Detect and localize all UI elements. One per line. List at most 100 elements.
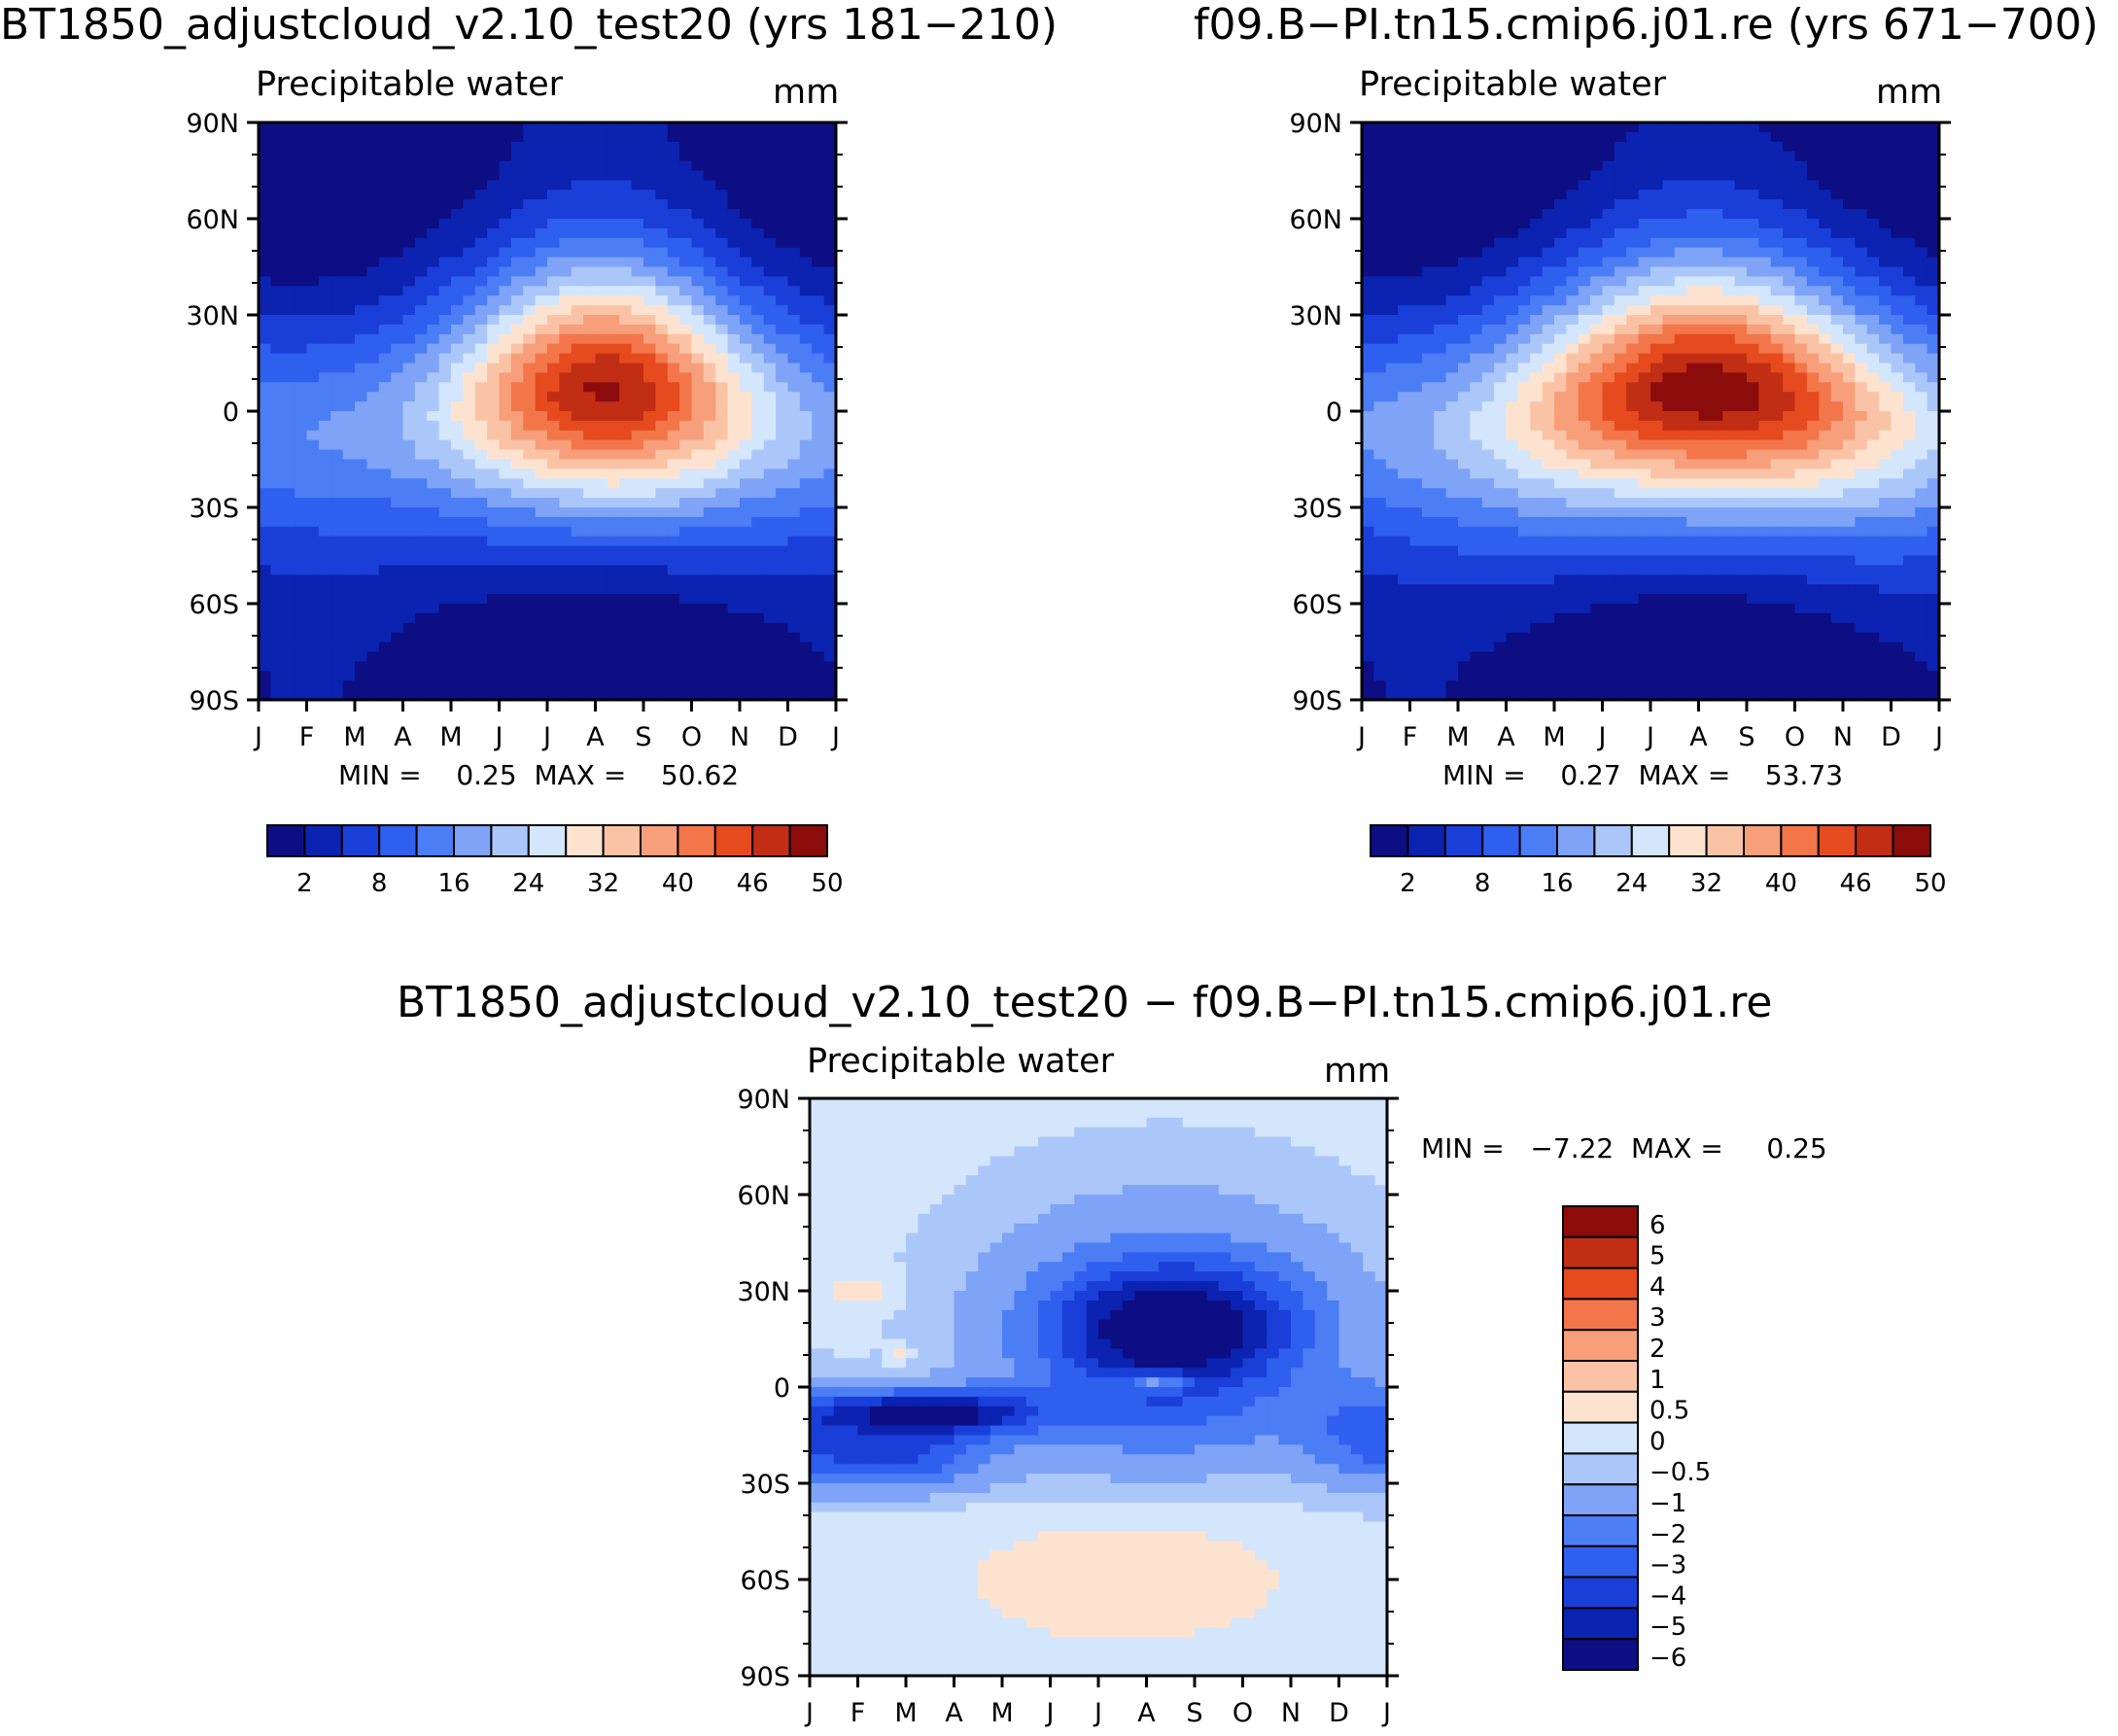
heatmap-cell — [355, 690, 367, 700]
heatmap-cell — [679, 498, 693, 508]
heatmap-cell — [559, 507, 573, 518]
heatmap-cell — [619, 526, 633, 538]
heatmap-cell — [1902, 247, 1916, 259]
heatmap-cell — [391, 180, 404, 191]
heatmap-cell — [1830, 227, 1844, 239]
heatmap-cell — [306, 160, 320, 172]
heatmap-cell — [318, 574, 331, 585]
heatmap-cell — [1710, 516, 1723, 528]
heatmap-cell — [1674, 160, 1687, 172]
colorbar-label: 46 — [737, 869, 769, 898]
heatmap-cell — [318, 488, 331, 499]
heatmap-cell — [1915, 353, 1928, 365]
heatmap-cell — [535, 516, 548, 528]
heatmap-cell — [1602, 401, 1615, 412]
heatmap-cell — [1902, 498, 1916, 508]
heatmap-cell — [823, 324, 836, 335]
heatmap-cell — [1722, 449, 1736, 461]
heatmap-cell — [583, 459, 597, 469]
heatmap-cell — [487, 237, 501, 249]
heatmap-cell — [607, 219, 620, 229]
heatmap-cell — [1578, 315, 1591, 326]
heatmap-cell — [438, 324, 452, 335]
heatmap-cell — [1506, 401, 1519, 412]
heatmap-cell — [510, 131, 524, 143]
heatmap-cell — [1578, 209, 1591, 220]
heatmap-cell — [366, 526, 380, 538]
heatmap-cell — [318, 536, 331, 547]
heatmap-cell — [523, 315, 537, 326]
heatmap-cell — [1927, 333, 1939, 345]
heatmap-cell — [547, 180, 560, 191]
heatmap-cell — [1710, 190, 1723, 200]
heatmap-cell — [1530, 295, 1544, 306]
heatmap-cell — [282, 612, 295, 624]
heatmap-cell — [282, 372, 295, 383]
heatmap-cell — [1458, 516, 1471, 528]
heatmap-cell — [1710, 401, 1723, 412]
heatmap-cell — [787, 430, 801, 441]
heatmap-cell — [1794, 324, 1808, 335]
heatmap-cell — [607, 651, 620, 662]
heatmap-cell — [1434, 266, 1447, 277]
heatmap-cell — [378, 353, 392, 365]
heatmap-cell — [1409, 507, 1423, 518]
heatmap-cell — [1794, 478, 1808, 489]
heatmap-cell — [823, 315, 836, 326]
heatmap-cell — [607, 180, 620, 191]
heatmap-cell — [391, 286, 404, 296]
heatmap-cell — [1855, 353, 1868, 365]
heatmap-cell — [1602, 295, 1615, 306]
heatmap-cell — [1470, 333, 1483, 345]
heatmap-cell — [402, 209, 416, 220]
heatmap-cell — [1686, 343, 1700, 355]
heatmap-cell — [1758, 141, 1772, 153]
heatmap-cell — [1674, 488, 1687, 499]
heatmap-cell — [812, 305, 825, 316]
heatmap-cell — [547, 584, 560, 595]
heatmap-cell — [643, 632, 656, 643]
heatmap-cell — [547, 315, 560, 326]
heatmap-cell — [787, 190, 801, 200]
heatmap-cell — [703, 594, 716, 605]
heatmap-cell — [559, 642, 573, 653]
heatmap-cell — [727, 392, 741, 402]
heatmap-cell — [1710, 498, 1723, 508]
heatmap-cell — [1855, 131, 1868, 143]
heatmap-cell — [1398, 227, 1411, 239]
heatmap-cell — [787, 604, 801, 614]
heatmap-cell — [1566, 392, 1580, 402]
heatmap-cell — [751, 333, 765, 345]
heatmap-cell — [1481, 295, 1495, 306]
heatmap-cell — [727, 151, 741, 162]
heatmap-cell — [1722, 411, 1736, 422]
heatmap-cell — [787, 372, 801, 383]
heatmap-cell — [318, 401, 331, 412]
heatmap-cell — [1409, 170, 1423, 181]
heatmap-cell — [583, 227, 597, 239]
heatmap-cell — [1542, 199, 1555, 210]
heatmap-cell — [1626, 141, 1640, 153]
heatmap-cell — [402, 122, 416, 133]
heatmap-cell — [366, 584, 380, 595]
heatmap-cell — [715, 343, 729, 355]
heatmap-cell — [463, 151, 476, 162]
heatmap-cell — [342, 392, 356, 402]
heatmap-cell — [740, 363, 752, 373]
heatmap-cell — [823, 632, 836, 643]
heatmap-cell — [607, 353, 620, 365]
heatmap-cell — [474, 661, 488, 672]
heatmap-cell — [1674, 170, 1687, 181]
heatmap-cell — [776, 382, 789, 393]
heatmap-cell — [1662, 333, 1676, 345]
heatmap-cell — [366, 333, 380, 345]
heatmap-cell — [330, 574, 344, 585]
heatmap-cell — [799, 199, 813, 210]
heatmap-cell — [1758, 199, 1772, 210]
heatmap-cell — [510, 333, 524, 345]
heatmap-cell — [1650, 469, 1663, 479]
heatmap-cell — [306, 439, 320, 451]
heatmap-cell — [1783, 160, 1796, 172]
heatmap-cell — [378, 690, 392, 700]
heatmap-cell — [1373, 276, 1387, 287]
